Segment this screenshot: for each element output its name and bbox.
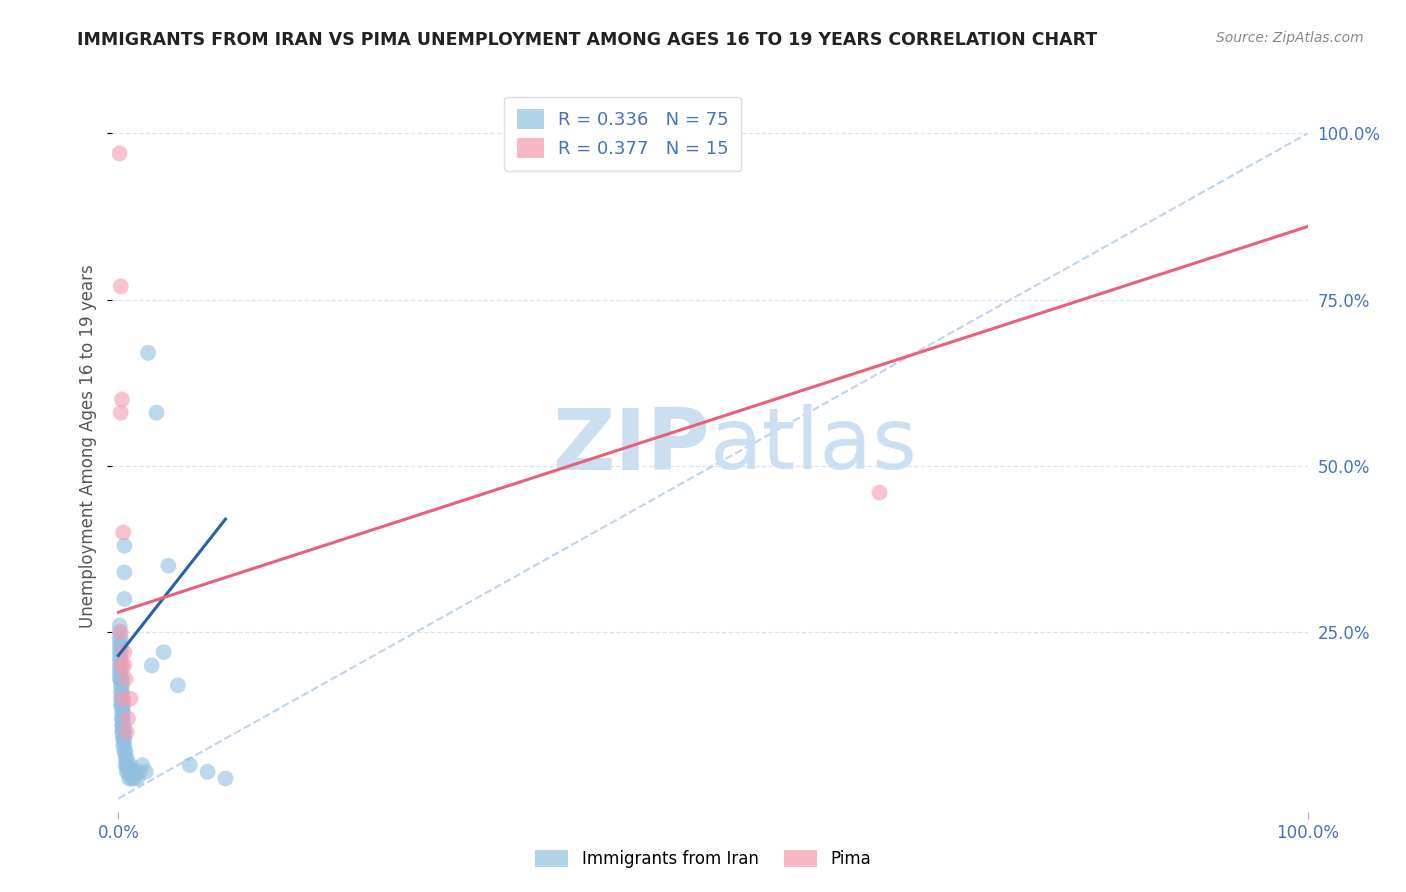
Point xyxy=(108,618,131,632)
Point xyxy=(108,146,131,161)
Point xyxy=(112,658,135,673)
Point xyxy=(110,678,132,692)
Point xyxy=(108,639,131,653)
Text: ZIP: ZIP xyxy=(553,404,710,488)
Point xyxy=(110,698,132,713)
Point xyxy=(110,672,132,686)
Point xyxy=(112,712,135,726)
Point xyxy=(112,718,135,732)
Point xyxy=(118,772,141,786)
Point xyxy=(108,632,131,646)
Point xyxy=(110,665,132,679)
Point xyxy=(120,764,142,779)
Point xyxy=(110,625,132,640)
Point xyxy=(145,406,167,420)
Point xyxy=(112,705,135,719)
Point xyxy=(135,764,157,779)
Point xyxy=(112,566,135,580)
Point xyxy=(108,658,131,673)
Point xyxy=(112,645,135,659)
Point xyxy=(111,392,134,407)
Y-axis label: Unemployment Among Ages 16 to 19 years: Unemployment Among Ages 16 to 19 years xyxy=(79,264,97,628)
Point xyxy=(167,678,190,692)
Point xyxy=(110,658,132,673)
Point xyxy=(114,745,136,759)
Point xyxy=(114,751,136,765)
Point xyxy=(112,725,135,739)
Point xyxy=(152,645,174,659)
Point xyxy=(112,698,135,713)
Point xyxy=(157,558,180,573)
Text: atlas: atlas xyxy=(710,404,918,488)
Point xyxy=(108,645,131,659)
Point xyxy=(112,591,135,606)
Point xyxy=(120,758,142,772)
Text: Source: ZipAtlas.com: Source: ZipAtlas.com xyxy=(1216,31,1364,45)
Point xyxy=(112,731,135,746)
Point xyxy=(108,672,131,686)
Point xyxy=(112,725,135,739)
Point xyxy=(136,346,159,360)
Point xyxy=(111,685,134,699)
Point xyxy=(110,652,132,666)
Point xyxy=(214,772,236,786)
Point xyxy=(115,725,138,739)
Point xyxy=(131,758,153,772)
Point xyxy=(128,764,150,779)
Point xyxy=(121,772,143,786)
Point xyxy=(111,718,134,732)
Point xyxy=(111,691,134,706)
Point xyxy=(111,712,134,726)
Point xyxy=(869,485,891,500)
Point xyxy=(120,691,142,706)
Point xyxy=(112,731,135,746)
Point xyxy=(112,525,135,540)
Point xyxy=(111,658,134,673)
Point xyxy=(179,758,201,772)
Point xyxy=(111,705,134,719)
Point xyxy=(121,764,143,779)
Point xyxy=(114,758,136,772)
Point xyxy=(111,725,134,739)
Point xyxy=(112,745,135,759)
Legend: Immigrants from Iran, Pima: Immigrants from Iran, Pima xyxy=(529,843,877,875)
Point xyxy=(108,665,131,679)
Point xyxy=(111,672,134,686)
Point xyxy=(117,764,139,779)
Point xyxy=(127,772,149,786)
Point xyxy=(112,738,135,752)
Point xyxy=(141,658,163,673)
Point xyxy=(110,632,132,646)
Point xyxy=(110,279,132,293)
Point xyxy=(112,691,135,706)
Point xyxy=(108,652,131,666)
Point xyxy=(112,718,135,732)
Point xyxy=(108,625,131,640)
Point xyxy=(110,639,132,653)
Point xyxy=(117,758,139,772)
Point xyxy=(115,758,138,772)
Point xyxy=(111,698,134,713)
Text: IMMIGRANTS FROM IRAN VS PIMA UNEMPLOYMENT AMONG AGES 16 TO 19 YEARS CORRELATION : IMMIGRANTS FROM IRAN VS PIMA UNEMPLOYMEN… xyxy=(77,31,1098,49)
Point xyxy=(112,738,135,752)
Point xyxy=(111,712,134,726)
Point xyxy=(110,406,132,420)
Point xyxy=(114,672,136,686)
Point xyxy=(110,685,132,699)
Point xyxy=(111,678,134,692)
Point xyxy=(110,645,132,659)
Point xyxy=(115,751,138,765)
Point xyxy=(115,764,138,779)
Point xyxy=(112,725,135,739)
Point xyxy=(197,764,219,779)
Point xyxy=(122,772,145,786)
Point xyxy=(112,731,135,746)
Point xyxy=(117,712,139,726)
Point xyxy=(124,764,146,779)
Legend: R = 0.336   N = 75, R = 0.377   N = 15: R = 0.336 N = 75, R = 0.377 N = 15 xyxy=(503,96,741,170)
Point xyxy=(112,539,135,553)
Point xyxy=(110,691,132,706)
